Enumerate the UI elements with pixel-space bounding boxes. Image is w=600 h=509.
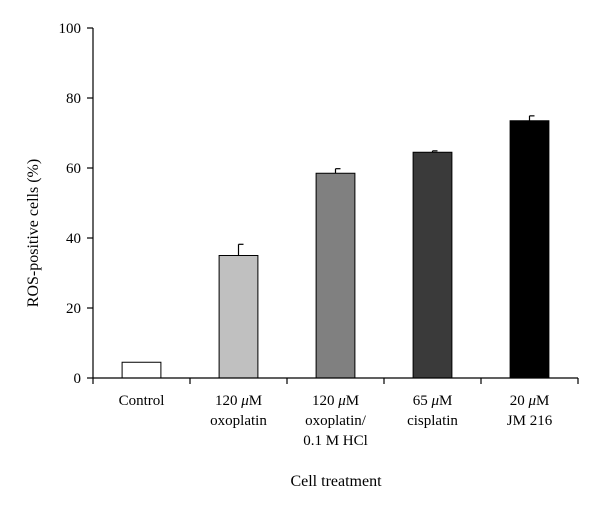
- y-tick-label-100: 100: [59, 21, 82, 37]
- x-category-label-1: 120 μM oxoplatin: [210, 393, 267, 429]
- x-category-label-3: 65 μM cisplatin: [407, 393, 458, 429]
- y-tick-label-40: 40: [66, 231, 81, 247]
- y-axis-title: ROS-positive cells (%): [25, 159, 42, 307]
- y-tick-label-20: 20: [66, 301, 81, 317]
- bars-layer: [121, 115, 550, 379]
- bar-0: [121, 361, 162, 379]
- bar-2: [315, 172, 356, 379]
- x-axis-title: Cell treatment: [290, 473, 382, 490]
- x-category-label-4: 20 μM JM 216: [507, 393, 553, 429]
- y-tick-label-0: 0: [74, 371, 82, 387]
- axes-layer: [87, 27, 579, 384]
- bar-4: [509, 120, 550, 379]
- bar-3: [412, 151, 453, 379]
- x-category-label-0: Control: [119, 393, 165, 409]
- x-category-label-2: 120 μM oxoplatin/0.1 M HCl: [303, 393, 368, 449]
- y-tick-label-80: 80: [66, 91, 81, 107]
- y-tick-label-60: 60: [66, 161, 81, 177]
- bar-1: [218, 255, 259, 379]
- labels-layer: 0 20 40 60 80 100 Control 120 μM oxoplatin 120 μM…: [59, 21, 553, 449]
